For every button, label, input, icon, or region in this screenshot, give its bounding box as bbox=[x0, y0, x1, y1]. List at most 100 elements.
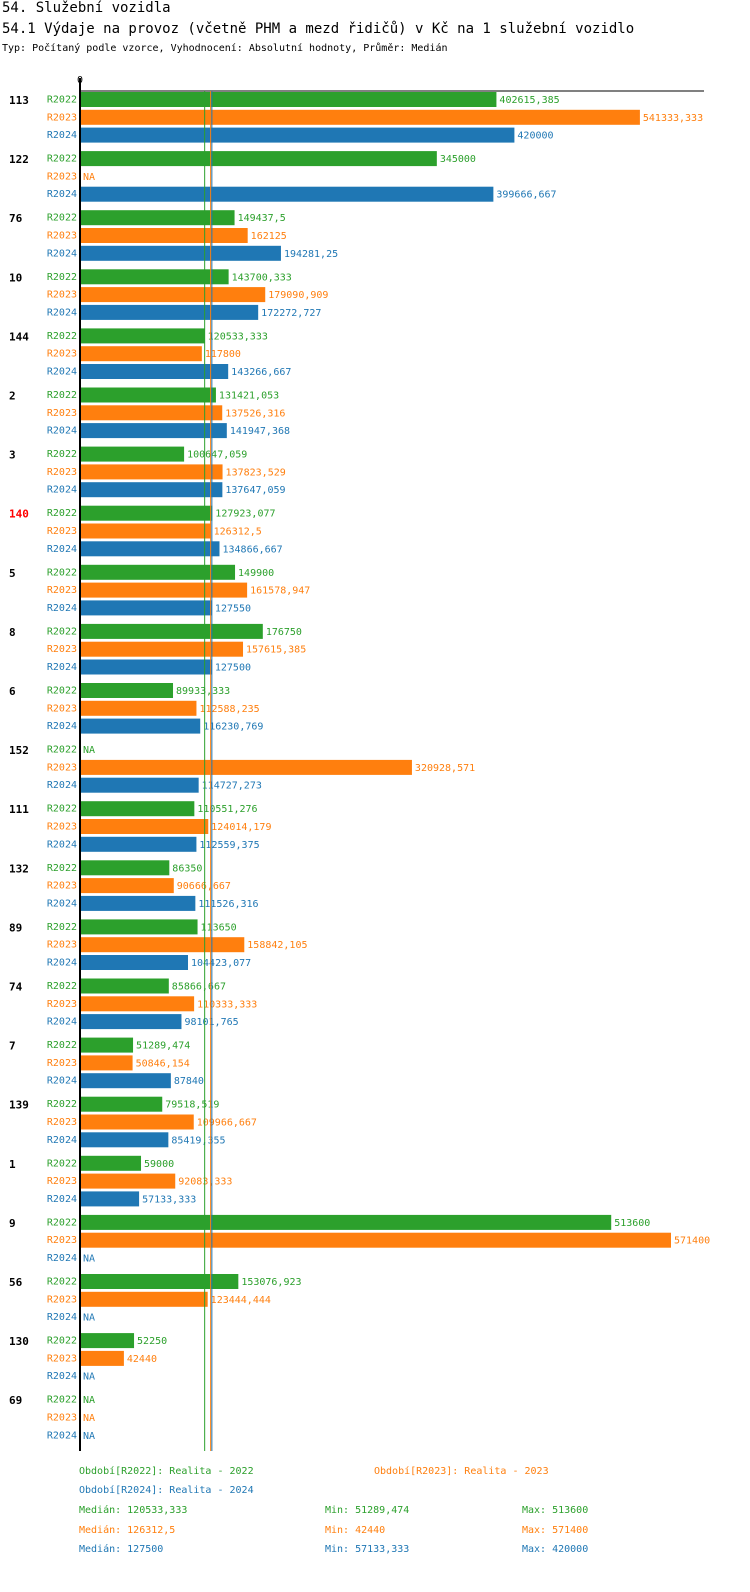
category-label-1: 1 bbox=[9, 1158, 16, 1171]
series-label: R2023 bbox=[47, 112, 77, 123]
value-label: 143266,667 bbox=[231, 367, 291, 378]
category-label-76: 76 bbox=[9, 212, 23, 225]
value-label: 92083,333 bbox=[178, 1177, 232, 1188]
bar bbox=[80, 759, 412, 775]
bar bbox=[80, 245, 281, 261]
series-label: R2023 bbox=[47, 1176, 77, 1187]
value-label: 110333,333 bbox=[197, 999, 257, 1010]
series-label: R2022 bbox=[47, 1040, 77, 1051]
value-label: 52250 bbox=[137, 1336, 167, 1347]
bar bbox=[80, 1350, 124, 1366]
bar-chart: 0113R2022402615,385R2023541333,333R20244… bbox=[9, 75, 710, 1451]
value-label: 89933,333 bbox=[176, 686, 230, 697]
value-label: 79518,519 bbox=[165, 1100, 219, 1111]
value-label: 153076,923 bbox=[241, 1277, 301, 1288]
value-label: 194281,25 bbox=[284, 249, 338, 260]
series-label: R2023 bbox=[47, 822, 77, 833]
value-label: 420000 bbox=[517, 131, 553, 142]
chart-title: 54. Služební vozidla bbox=[2, 0, 171, 16]
value-label: 149437,5 bbox=[238, 213, 286, 224]
bar bbox=[80, 1055, 133, 1071]
bar bbox=[80, 1214, 612, 1230]
series-label: R2023 bbox=[47, 231, 77, 242]
series-label: R2024 bbox=[47, 1371, 77, 1382]
category-label-139: 139 bbox=[9, 1099, 29, 1112]
value-label: 161578,947 bbox=[250, 586, 310, 597]
category-label-144: 144 bbox=[9, 330, 29, 343]
legend-r2024: Období[R2024]: Realita - 2024 bbox=[79, 1485, 254, 1496]
series-label: R2024 bbox=[47, 485, 77, 496]
bar bbox=[80, 423, 227, 439]
bar bbox=[80, 364, 229, 379]
median-r2024: Medián: 127500 bbox=[79, 1544, 164, 1555]
series-label: R2023 bbox=[47, 1413, 77, 1424]
bar bbox=[80, 228, 248, 243]
bar bbox=[80, 1291, 208, 1307]
value-label: 104423,077 bbox=[191, 958, 251, 969]
median-r2023: Medián: 126312,5 bbox=[79, 1525, 176, 1536]
series-label: R2023 bbox=[47, 762, 77, 773]
bar bbox=[80, 1173, 176, 1189]
bar bbox=[80, 996, 195, 1012]
series-label: R2023 bbox=[47, 1294, 77, 1305]
bar bbox=[80, 878, 174, 894]
series-label: R2022 bbox=[47, 567, 77, 578]
legend-r2023: Období[R2023]: Realita - 2023 bbox=[374, 1466, 549, 1477]
value-label: 541333,333 bbox=[643, 113, 703, 124]
bar bbox=[80, 1096, 163, 1112]
value-label: 109966,667 bbox=[197, 1118, 257, 1129]
bar bbox=[80, 287, 266, 303]
series-label: R2024 bbox=[47, 1194, 77, 1205]
bar bbox=[80, 1114, 194, 1130]
bar bbox=[80, 623, 263, 639]
bar bbox=[80, 1073, 171, 1089]
value-label: 131421,053 bbox=[219, 391, 279, 402]
series-label: R2024 bbox=[47, 130, 77, 141]
value-label: 111526,316 bbox=[198, 899, 258, 910]
bar bbox=[80, 564, 236, 580]
value-label: 345000 bbox=[440, 154, 476, 165]
value-label: 137526,316 bbox=[225, 408, 285, 419]
series-label: R2022 bbox=[47, 804, 77, 815]
series-label: R2022 bbox=[47, 449, 77, 460]
min-r2023: Min: 42440 bbox=[325, 1525, 386, 1536]
category-label-113: 113 bbox=[9, 94, 29, 107]
value-label: NA bbox=[83, 172, 95, 183]
value-label: 513600 bbox=[614, 1218, 650, 1229]
value-label: 158842,105 bbox=[247, 940, 307, 951]
value-label: 113650 bbox=[201, 922, 237, 933]
series-label: R2024 bbox=[47, 1253, 77, 1264]
value-label: 112559,375 bbox=[199, 840, 259, 851]
bar bbox=[80, 1232, 671, 1248]
series-label: R2024 bbox=[47, 662, 77, 673]
bar bbox=[80, 718, 201, 734]
series-label: R2022 bbox=[47, 1158, 77, 1169]
value-label: 320928,571 bbox=[415, 763, 475, 774]
value-label: 110551,276 bbox=[197, 804, 257, 815]
bar bbox=[80, 600, 212, 616]
series-label: R2022 bbox=[47, 1217, 77, 1228]
series-label: R2024 bbox=[47, 367, 77, 378]
value-label: 90666,667 bbox=[177, 881, 231, 892]
series-label: R2023 bbox=[47, 644, 77, 655]
value-label: 42440 bbox=[127, 1354, 157, 1365]
series-label: R2022 bbox=[47, 508, 77, 519]
bar bbox=[80, 92, 497, 107]
series-label: R2022 bbox=[47, 1099, 77, 1110]
series-label: R2022 bbox=[47, 626, 77, 637]
category-label-10: 10 bbox=[9, 271, 22, 284]
value-label: 176750 bbox=[266, 627, 302, 638]
category-label-130: 130 bbox=[9, 1335, 29, 1348]
value-label: NA bbox=[83, 1431, 95, 1442]
series-label: R2023 bbox=[47, 703, 77, 714]
value-label: 134866,667 bbox=[222, 544, 282, 555]
min-r2024: Min: 57133,333 bbox=[325, 1544, 410, 1555]
bar bbox=[80, 505, 213, 521]
series-label: R2024 bbox=[47, 544, 77, 555]
series-label: R2023 bbox=[47, 940, 77, 951]
bar bbox=[80, 1037, 134, 1053]
value-label: NA bbox=[83, 1372, 95, 1383]
category-label-132: 132 bbox=[9, 862, 29, 875]
bar bbox=[80, 405, 223, 421]
series-label: R2024 bbox=[47, 603, 77, 614]
